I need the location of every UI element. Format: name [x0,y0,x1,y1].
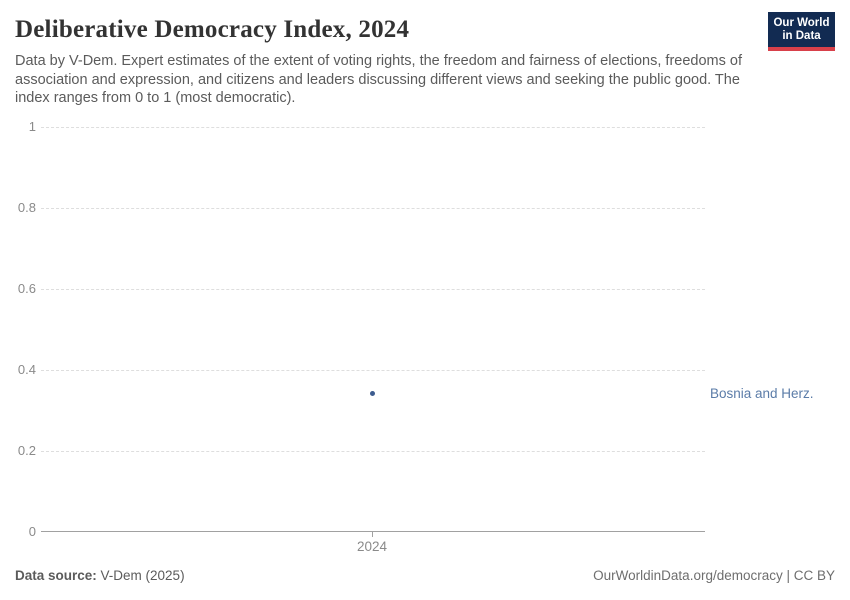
x-axis-tick-2024 [372,532,373,537]
gridline-1 [41,127,705,128]
gridline-0-8 [41,208,705,209]
y-tick-label-0: 0 [28,524,36,539]
gridline-0-6 [41,289,705,290]
y-tick-label-0-8: 0.8 [17,200,36,215]
data-source-label: Data source: [15,568,97,583]
credit-link[interactable]: OurWorldinData.org/democracy | CC BY [593,568,835,583]
chart-subtitle: Data by V-Dem. Expert estimates of the e… [15,53,742,106]
entity-label-bosnia-and-herz[interactable]: Bosnia and Herz. [710,386,814,401]
x-axis-line [41,531,705,532]
gridline-0-2 [41,451,705,452]
owid-logo-line1: Our World [773,17,830,29]
owid-logo-line2: in Data [782,30,821,42]
y-tick-label-0-6: 0.6 [17,281,36,296]
data-point-bosnia-and-herz[interactable] [370,391,375,396]
chart-title: Deliberative Democracy Index, 2024 [15,16,410,43]
owid-logo[interactable]: Our World in Data [768,12,835,51]
gridline-0-4 [41,370,705,371]
y-tick-label-0-4: 0.4 [17,362,36,377]
y-tick-label-1: 1 [28,119,36,134]
data-source-note: Data source: V-Dem (2025) [15,568,185,583]
y-tick-label-0-2: 0.2 [17,443,36,458]
x-tick-label-2024: 2024 [356,539,388,554]
data-source-value: V-Dem (2025) [96,568,185,583]
